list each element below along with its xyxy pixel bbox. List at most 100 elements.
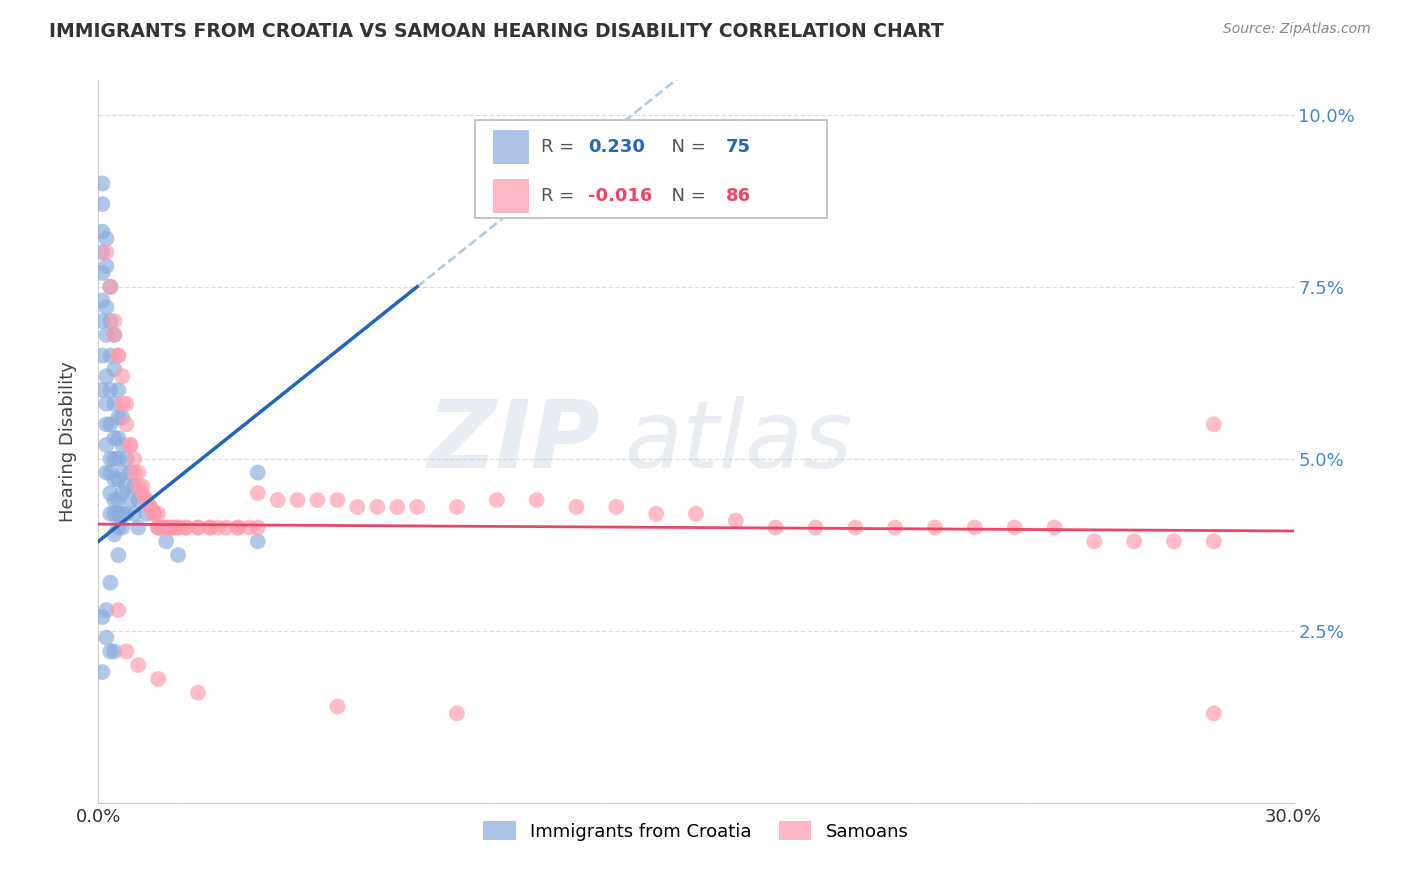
Point <box>226 520 249 534</box>
Point <box>91 314 114 328</box>
Point <box>187 520 209 534</box>
Point <box>287 493 309 508</box>
Point <box>163 520 186 534</box>
Point <box>107 603 129 617</box>
Point <box>1043 520 1066 534</box>
Point <box>1163 534 1185 549</box>
Point <box>103 314 125 328</box>
Text: R =: R = <box>541 138 579 156</box>
Point <box>107 493 129 508</box>
Point <box>96 369 118 384</box>
Point <box>107 472 129 486</box>
Text: IMMIGRANTS FROM CROATIA VS SAMOAN HEARING DISABILITY CORRELATION CHART: IMMIGRANTS FROM CROATIA VS SAMOAN HEARIN… <box>49 22 943 41</box>
Point <box>246 486 269 500</box>
Point <box>124 466 146 480</box>
Point <box>1202 417 1225 432</box>
Point <box>91 197 114 211</box>
Point <box>765 520 787 534</box>
Point <box>187 520 209 534</box>
Point <box>155 520 177 534</box>
Point <box>98 486 122 500</box>
Point <box>98 314 122 328</box>
Point <box>150 520 173 534</box>
Point <box>103 397 125 411</box>
Point <box>143 507 166 521</box>
Point <box>167 520 190 534</box>
Point <box>98 575 122 590</box>
Point <box>187 686 209 700</box>
Point <box>526 493 548 508</box>
Point <box>139 500 162 514</box>
Point <box>645 507 668 521</box>
Point <box>107 548 129 562</box>
Text: 75: 75 <box>725 138 751 156</box>
Point <box>115 479 138 493</box>
Point <box>91 225 114 239</box>
Point <box>103 362 125 376</box>
Point <box>174 520 197 534</box>
Point <box>91 245 114 260</box>
Point <box>167 520 190 534</box>
Text: N =: N = <box>661 138 711 156</box>
Text: -0.016: -0.016 <box>589 187 652 205</box>
Point <box>103 493 125 508</box>
FancyBboxPatch shape <box>475 120 827 218</box>
Point <box>131 479 153 493</box>
Point <box>246 466 269 480</box>
Point <box>111 397 134 411</box>
Point <box>98 644 122 658</box>
Point <box>139 500 162 514</box>
Point <box>91 610 114 624</box>
Point <box>159 520 181 534</box>
Point <box>103 472 125 486</box>
Point <box>107 431 129 445</box>
Point <box>198 520 221 534</box>
Point <box>207 520 229 534</box>
Point <box>111 507 134 521</box>
Point <box>120 493 142 508</box>
Point <box>96 466 118 480</box>
Point <box>605 500 627 514</box>
Point <box>135 507 157 521</box>
Point <box>884 520 907 534</box>
Point <box>98 383 122 397</box>
Point <box>91 349 114 363</box>
FancyBboxPatch shape <box>494 129 529 164</box>
Point <box>124 479 146 493</box>
Point <box>98 279 122 293</box>
Point <box>91 177 114 191</box>
Point <box>143 507 166 521</box>
Text: 86: 86 <box>725 187 751 205</box>
Point <box>326 493 349 508</box>
Point <box>963 520 986 534</box>
Point <box>127 658 149 673</box>
Point <box>148 672 170 686</box>
Point <box>131 486 153 500</box>
Point <box>135 493 157 508</box>
Point <box>111 486 134 500</box>
Point <box>127 520 149 534</box>
Point <box>198 520 221 534</box>
Point <box>326 699 349 714</box>
Point <box>98 349 122 363</box>
Point <box>96 397 118 411</box>
Point <box>96 603 118 617</box>
Point <box>107 349 129 363</box>
Point <box>215 520 238 534</box>
Point <box>155 534 177 549</box>
Point <box>111 410 134 425</box>
Point <box>307 493 329 508</box>
Point <box>96 417 118 432</box>
Point <box>98 451 122 466</box>
Point <box>103 644 125 658</box>
Point <box>485 493 508 508</box>
Point <box>366 500 388 514</box>
Point <box>685 507 707 521</box>
Point <box>115 397 138 411</box>
Point <box>150 520 173 534</box>
Text: 0.230: 0.230 <box>589 138 645 156</box>
Point <box>446 706 468 721</box>
Point <box>1202 534 1225 549</box>
Point <box>96 438 118 452</box>
Point <box>98 466 122 480</box>
